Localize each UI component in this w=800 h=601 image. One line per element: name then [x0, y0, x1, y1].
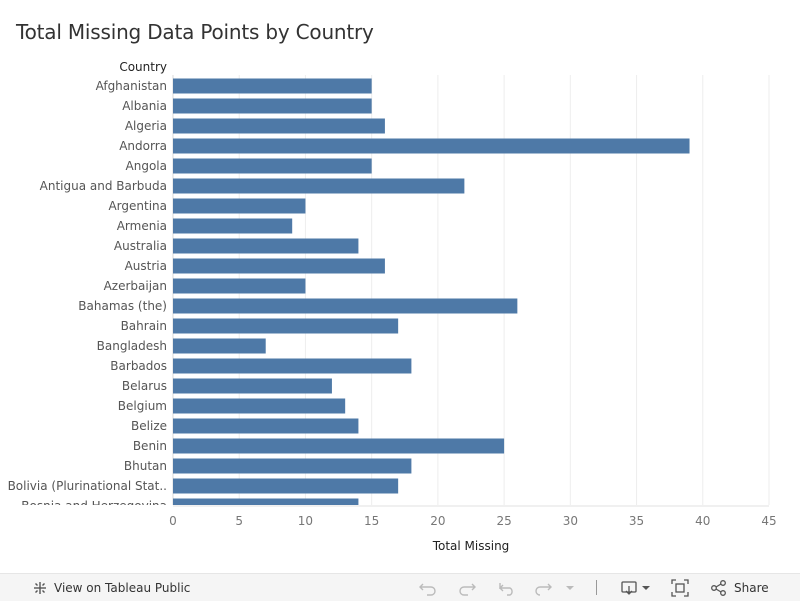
bar[interactable]: [173, 78, 372, 94]
bar[interactable]: [173, 398, 346, 414]
category-label: Armenia: [117, 219, 167, 233]
x-tick-label: 30: [563, 514, 578, 528]
x-tick-label: 15: [364, 514, 379, 528]
category-label: Austria: [125, 259, 167, 273]
x-tick-label: 35: [629, 514, 644, 528]
undo-icon[interactable]: [418, 580, 438, 596]
category-label: Bolivia (Plurinational Stat..: [8, 479, 167, 493]
toolbar-divider: [596, 580, 597, 595]
bar[interactable]: [173, 178, 465, 194]
bar[interactable]: [173, 278, 306, 294]
category-label: Argentina: [108, 199, 167, 213]
bar[interactable]: [173, 218, 293, 234]
view-on-tableau-label: View on Tableau Public: [54, 580, 191, 595]
pause-dropdown-icon[interactable]: [565, 583, 575, 593]
category-label: Bahamas (the): [78, 299, 167, 313]
bar[interactable]: [173, 498, 359, 514]
bar[interactable]: [173, 118, 385, 134]
bar[interactable]: [173, 478, 399, 494]
x-tick-label: 10: [298, 514, 313, 528]
bar[interactable]: [173, 438, 505, 454]
category-label: Bangladesh: [97, 339, 167, 353]
bar[interactable]: [173, 458, 412, 474]
fullscreen-icon[interactable]: [671, 578, 689, 597]
bar[interactable]: [173, 158, 372, 174]
category-label: Albania: [122, 99, 167, 113]
redo-icon[interactable]: [457, 580, 477, 596]
x-tick-label: 25: [496, 514, 511, 528]
category-label: Bhutan: [124, 459, 167, 473]
category-label: Andorra: [119, 139, 167, 153]
bar[interactable]: [173, 198, 306, 214]
category-label: Bosnia and Herzegovina: [21, 499, 167, 513]
category-label: Benin: [133, 439, 167, 453]
x-tick-label: 40: [695, 514, 710, 528]
x-tick-label: 5: [235, 514, 243, 528]
refresh-icon[interactable]: [534, 580, 554, 596]
bar[interactable]: [173, 298, 518, 314]
bar-chart: Country Afghanistan Albania Algeria Andorra…: [8, 60, 777, 553]
bar[interactable]: [173, 318, 399, 334]
category-label: Belarus: [122, 379, 167, 393]
download-icon[interactable]: [620, 580, 654, 596]
bar[interactable]: [173, 238, 359, 254]
bar[interactable]: [173, 418, 359, 434]
category-label: Belgium: [118, 399, 167, 413]
category-label: Belize: [131, 419, 167, 433]
chart-title: Total Missing Data Points by Country: [16, 20, 374, 44]
category-label: Azerbaijan: [104, 279, 167, 293]
category-label: Australia: [114, 239, 167, 253]
bar[interactable]: [173, 138, 690, 154]
x-axis: 0 5 10 15 20 25 30 35 40 45: [169, 505, 777, 528]
category-label: Angola: [126, 159, 167, 173]
category-label: Barbados: [110, 359, 167, 373]
category-label: Antigua and Barbuda: [40, 179, 167, 193]
share-button[interactable]: Share: [710, 574, 769, 601]
revert-icon[interactable]: [497, 580, 517, 596]
category-label: Bahrain: [121, 319, 167, 333]
bar[interactable]: [173, 258, 385, 274]
bar[interactable]: [173, 378, 332, 394]
x-tick-label: 0: [169, 514, 177, 528]
bar[interactable]: [173, 338, 266, 354]
x-tick-label: 45: [761, 514, 776, 528]
category-label: Afghanistan: [96, 79, 167, 93]
category-label: Algeria: [125, 119, 167, 133]
share-label: Share: [734, 580, 769, 595]
share-icon: [710, 579, 728, 596]
tableau-icon: [32, 580, 48, 596]
view-on-tableau-link[interactable]: View on Tableau Public: [32, 574, 190, 601]
tableau-toolbar: View on Tableau Public: [0, 573, 800, 601]
bar[interactable]: [173, 98, 372, 114]
row-header: Country: [119, 60, 167, 74]
x-tick-label: 20: [430, 514, 445, 528]
x-axis-title: Total Missing: [432, 539, 510, 553]
bar[interactable]: [173, 358, 412, 374]
